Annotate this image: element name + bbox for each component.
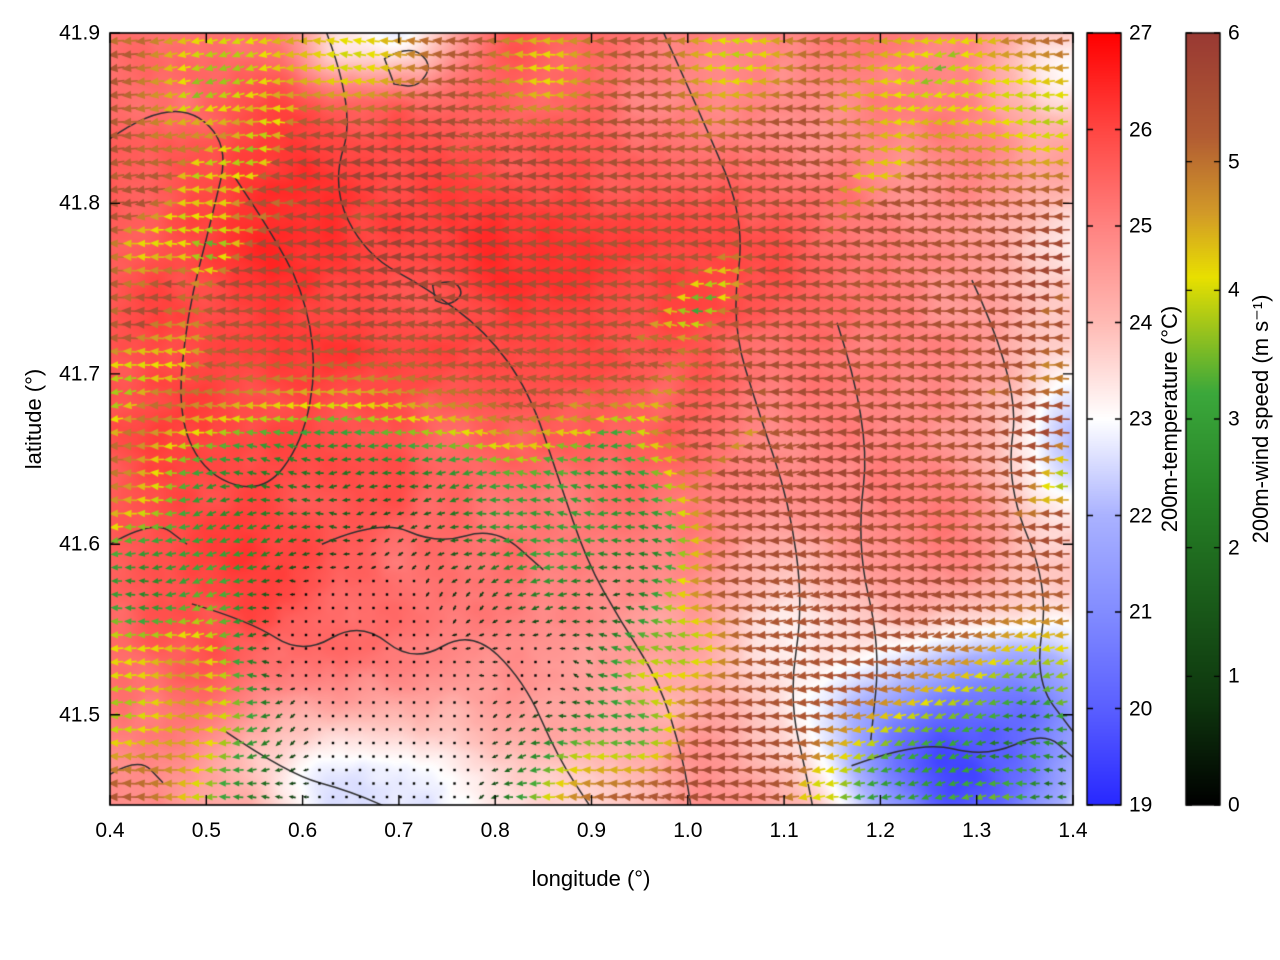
x-tick-label: 0.7 bbox=[384, 819, 414, 842]
wind-colorbar-tick-label: 0 bbox=[1228, 793, 1240, 817]
temperature-colorbar-tick-label: 19 bbox=[1129, 793, 1153, 817]
temperature-colorbar-tick-label: 26 bbox=[1129, 118, 1153, 141]
wind-colorbar-tick-label: 6 bbox=[1228, 21, 1240, 45]
temperature-colorbar-tick-label: 27 bbox=[1129, 21, 1153, 45]
temperature-colorbar-tick-label: 22 bbox=[1129, 504, 1153, 527]
temperature-colorbar-tick-label: 25 bbox=[1129, 214, 1153, 238]
x-tick-label: 1.1 bbox=[769, 819, 799, 842]
x-tick-label: 1.4 bbox=[1058, 819, 1088, 842]
y-tick-label: 41.9 bbox=[59, 21, 100, 45]
temperature-colorbar-tick-label: 21 bbox=[1129, 600, 1153, 624]
y-tick-label: 41.7 bbox=[59, 362, 100, 386]
x-axis-label: longitude (°) bbox=[531, 866, 651, 891]
x-tick-label: 1.3 bbox=[962, 819, 992, 842]
wind-colorbar-tick-label: 5 bbox=[1228, 150, 1240, 174]
x-tick-label: 0.6 bbox=[287, 819, 318, 842]
wind-colorbar-tick-label: 1 bbox=[1228, 664, 1240, 688]
x-tick-label: 1.2 bbox=[865, 819, 895, 842]
y-tick-label: 41.5 bbox=[59, 703, 100, 727]
y-axis-label: latitude (°) bbox=[21, 368, 46, 470]
wind-colorbar-tick-label: 2 bbox=[1228, 536, 1240, 560]
temperature-colorbar-tick-label: 20 bbox=[1129, 697, 1153, 720]
wind-colorbar-label: 200m-wind speed (m s⁻¹) bbox=[1248, 294, 1273, 544]
wind-colorbar-tick-label: 3 bbox=[1228, 407, 1240, 431]
x-tick-label: 0.8 bbox=[480, 819, 510, 842]
wind-colorbar-tick-label: 4 bbox=[1228, 278, 1240, 302]
y-tick-label: 41.8 bbox=[59, 191, 100, 215]
y-tick-label: 41.6 bbox=[59, 532, 100, 556]
temperature-colorbar-tick-label: 23 bbox=[1129, 407, 1153, 431]
x-tick-label: 0.4 bbox=[95, 819, 125, 842]
x-tick-label: 0.5 bbox=[191, 819, 221, 842]
x-tick-label: 0.9 bbox=[576, 819, 607, 842]
x-tick-label: 1.0 bbox=[673, 819, 703, 842]
temperature-colorbar-label: 200m-temperature (°C) bbox=[1157, 305, 1182, 533]
temperature-colorbar-tick-label: 24 bbox=[1129, 311, 1153, 334]
